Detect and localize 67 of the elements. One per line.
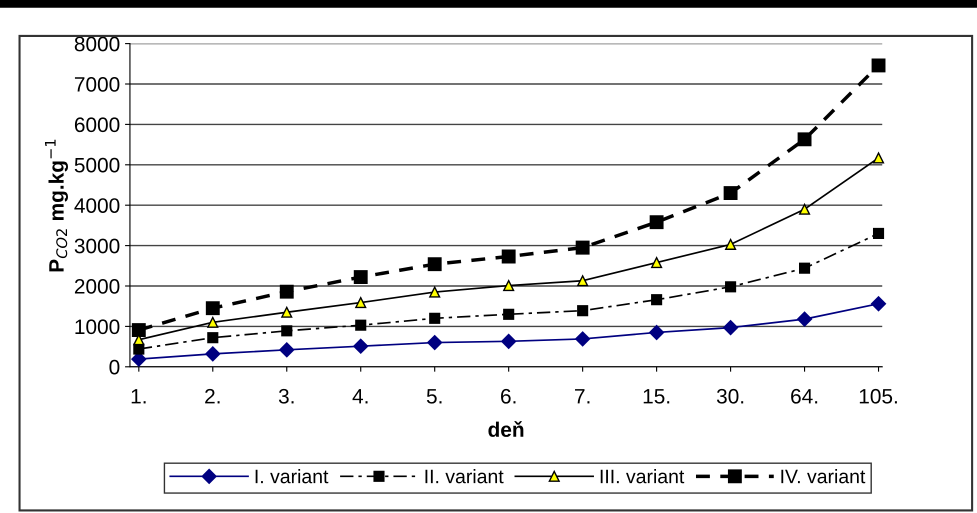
point: [354, 270, 368, 284]
legend-label: II. variant: [426, 469, 504, 484]
legend-label: IV. variant: [781, 469, 866, 484]
y-tick-label: 7000: [74, 77, 120, 92]
point: [427, 334, 442, 350]
point: [279, 342, 294, 358]
y-tick-label: 8000: [74, 36, 120, 52]
point: [872, 228, 884, 240]
point: [429, 286, 440, 298]
point: [649, 324, 664, 340]
point: [651, 257, 662, 268]
point: [206, 301, 220, 316]
point: [429, 312, 440, 324]
point: [575, 331, 590, 346]
x-tick-label: 105.: [860, 388, 897, 404]
x-tick-label: 7.: [575, 389, 590, 404]
point: [872, 152, 884, 164]
x-tick-label: 1.: [132, 389, 146, 404]
point: [724, 186, 738, 200]
point: [355, 320, 366, 331]
point: [503, 280, 514, 292]
point: [355, 297, 366, 308]
legend-label: I. variant: [256, 469, 328, 484]
point: [576, 240, 590, 255]
point: [501, 334, 516, 349]
point: [799, 262, 810, 274]
y-tick-label: 6000: [74, 117, 120, 132]
y-tick-label: 3000: [74, 238, 120, 254]
point: [577, 275, 588, 286]
y-tick-label: 5000: [74, 158, 120, 173]
x-tick-label: 64.: [791, 388, 818, 404]
point: [577, 305, 588, 316]
point: [281, 306, 292, 318]
y-tick-label: 0: [109, 360, 120, 375]
point: [132, 323, 146, 337]
y-axis-title: P$_{CO2}$ mg.kg$^{−1}$: [44, 140, 68, 272]
x-tick-label: 3.: [278, 388, 294, 404]
point: [651, 294, 662, 306]
x-tick-label: 15.: [644, 389, 670, 404]
point: [723, 320, 738, 336]
point: [207, 316, 218, 328]
x-axis-title: deň: [488, 421, 524, 437]
point: [870, 296, 886, 312]
x-tick-label: 6.: [501, 388, 516, 404]
y-tick-label: 2000: [74, 279, 120, 294]
point: [205, 346, 220, 362]
x-tick-label: 4.: [352, 389, 368, 404]
point: [798, 132, 812, 146]
point: [281, 325, 292, 336]
point: [796, 312, 812, 327]
point: [725, 281, 736, 292]
point: [207, 332, 218, 344]
y-tick-label: 1000: [75, 319, 120, 334]
point: [353, 338, 368, 354]
x-tick-label: 5.: [426, 389, 442, 404]
point: [428, 257, 442, 272]
y-tick-label: 4000: [74, 198, 120, 213]
x-tick-label: 30.: [716, 388, 744, 404]
point: [725, 238, 736, 250]
x-tick-label: 2.: [205, 388, 220, 404]
point: [503, 308, 514, 320]
point: [650, 215, 664, 230]
point: [280, 284, 294, 299]
point: [799, 204, 810, 215]
point: [502, 250, 516, 264]
point: [872, 58, 886, 72]
legend-label: III. variant: [600, 469, 684, 484]
